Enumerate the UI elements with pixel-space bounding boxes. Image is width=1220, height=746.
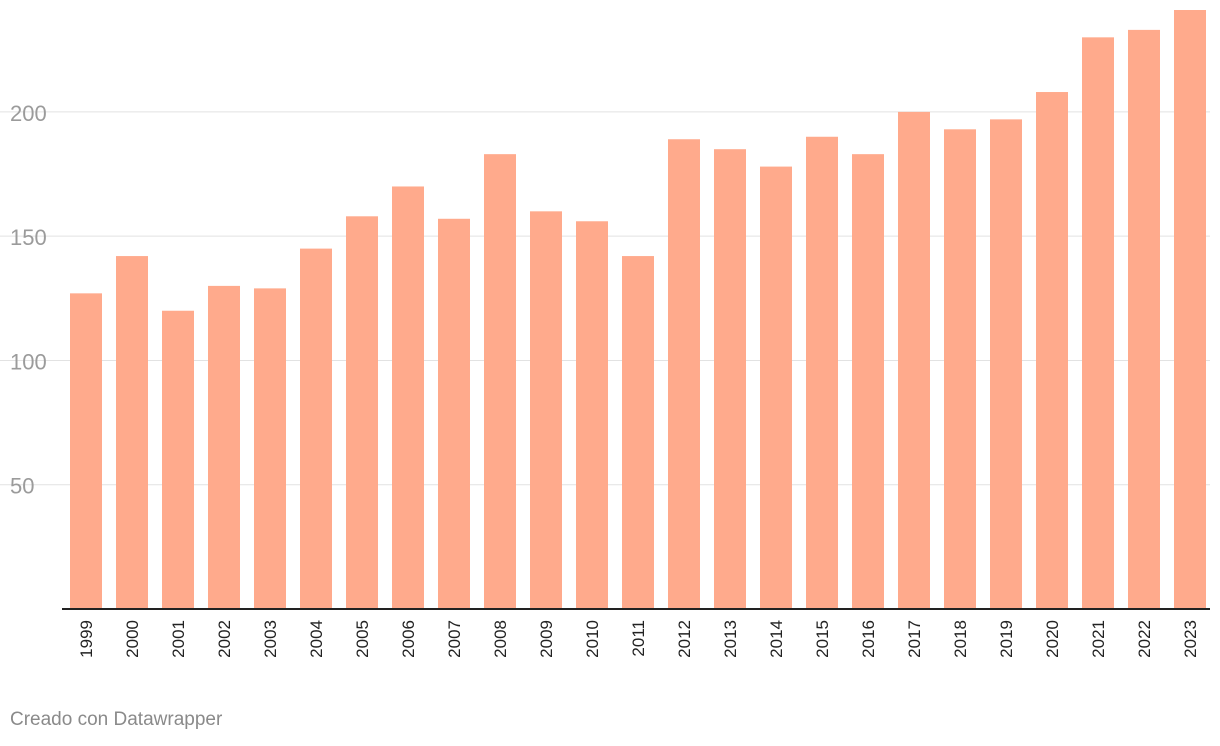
datawrapper-credit[interactable]: Creado con Datawrapper <box>10 709 223 730</box>
bar <box>852 154 884 610</box>
y-tick-label: 150 <box>10 225 47 250</box>
x-tick-label: 2018 <box>951 620 970 658</box>
y-tick-label: 50 <box>10 474 34 499</box>
bar <box>714 149 746 610</box>
x-tick-label: 2020 <box>1043 620 1062 658</box>
bar <box>208 285 240 609</box>
x-tick-label: 2010 <box>583 620 602 658</box>
bar <box>1036 92 1068 609</box>
bars <box>70 10 1206 610</box>
x-tick-label: 2011 <box>629 620 648 657</box>
x-tick-label: 2016 <box>859 620 878 658</box>
bar <box>1082 37 1114 609</box>
bar <box>990 119 1022 609</box>
bar <box>1128 29 1160 610</box>
x-tick-label: 2012 <box>675 620 694 658</box>
y-tick-label: 200 <box>10 101 47 126</box>
bar <box>806 136 838 609</box>
x-tick-label: 2008 <box>491 620 510 658</box>
x-tick-label: 2002 <box>215 620 234 658</box>
bar <box>254 288 286 609</box>
x-tick-label: 2023 <box>1181 620 1200 658</box>
x-tick-label: 2013 <box>721 620 740 658</box>
x-tick-label: 2015 <box>813 620 832 658</box>
x-tick-label: 2014 <box>767 620 786 658</box>
x-tick-label: 2017 <box>905 620 924 658</box>
bar <box>438 218 470 609</box>
bar <box>898 111 930 609</box>
x-tick-label: 2001 <box>169 620 188 658</box>
x-tick-label: 2005 <box>353 620 372 658</box>
x-tick-label: 2006 <box>399 620 418 658</box>
bar <box>622 256 654 609</box>
x-tick-label: 2019 <box>997 620 1016 658</box>
bar <box>116 256 148 609</box>
bar <box>70 293 102 609</box>
bar <box>668 139 700 609</box>
y-axis-ticks: 50 100 150 200 <box>10 101 47 499</box>
bar <box>944 129 976 609</box>
y-tick-label: 100 <box>10 349 47 374</box>
bar <box>162 310 194 609</box>
x-tick-label: 2000 <box>123 620 142 658</box>
x-tick-label: 1999 <box>77 620 96 658</box>
x-tick-label: 2004 <box>307 620 326 658</box>
bar <box>530 211 562 609</box>
bar <box>760 166 792 609</box>
bar <box>392 186 424 609</box>
x-tick-label: 2003 <box>261 620 280 658</box>
bar <box>1174 10 1206 609</box>
bar <box>484 154 516 610</box>
bar <box>300 248 332 609</box>
x-tick-label: 2021 <box>1089 620 1108 658</box>
x-tick-label: 2009 <box>537 620 556 658</box>
bar <box>576 221 608 609</box>
x-tick-label: 2007 <box>445 620 464 658</box>
bar <box>346 216 378 609</box>
x-tick-label: 2022 <box>1135 620 1154 658</box>
x-axis-ticks: 1999 2000 2001 2002 2003 2004 2005 2006 2007 2008… <box>77 620 1200 658</box>
